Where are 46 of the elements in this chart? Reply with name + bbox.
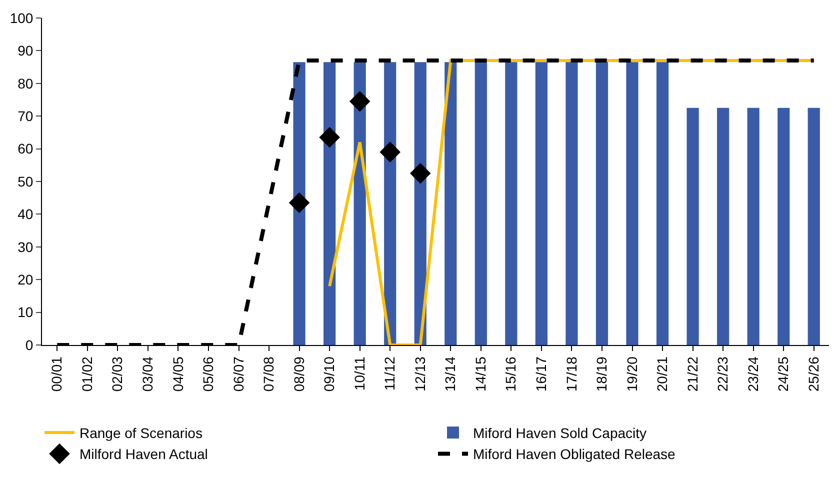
y-tick-label: 40 bbox=[18, 206, 34, 222]
x-tick-label: 15/16 bbox=[502, 356, 519, 392]
x-tick-label: 19/20 bbox=[624, 356, 640, 392]
x-tick-label: 16/17 bbox=[532, 356, 549, 392]
point bbox=[349, 90, 370, 112]
x-tick-label: 02/03 bbox=[109, 356, 126, 392]
y-tick-label: 100 bbox=[10, 10, 34, 26]
legend-label: Milford Haven Actual bbox=[80, 446, 208, 462]
x-tick-label: 08/09 bbox=[290, 356, 307, 392]
legend-label: Miford Haven Sold Capacity bbox=[473, 425, 647, 441]
x-tick-label: 25/26 bbox=[805, 356, 822, 392]
x-tick-label: 04/05 bbox=[170, 356, 186, 392]
y-tick-label: 30 bbox=[18, 238, 34, 255]
point bbox=[380, 142, 400, 162]
x-tick-label: 24/25 bbox=[775, 356, 792, 392]
point bbox=[288, 192, 310, 214]
x-tick-label: 00/01 bbox=[48, 356, 65, 392]
y-tick-label: 80 bbox=[18, 75, 34, 92]
x-tick-label: 01/02 bbox=[78, 356, 95, 392]
point bbox=[319, 126, 340, 148]
x-tick-label: 13/14 bbox=[442, 356, 458, 392]
x-tick-label: 06/07 bbox=[230, 356, 246, 392]
x-tick-label: 23/24 bbox=[744, 356, 761, 392]
x-tick-label: 14/15 bbox=[472, 356, 488, 392]
x-tick-label: 09/10 bbox=[321, 356, 338, 392]
y-tick-label: 70 bbox=[18, 108, 34, 124]
y-tick-label: 90 bbox=[18, 42, 34, 59]
x-tick-label: 18/19 bbox=[594, 356, 610, 392]
x-tick-label: 17/18 bbox=[563, 356, 580, 392]
y-tick-label: 10 bbox=[18, 304, 34, 320]
legend-label: Range of Scenarios bbox=[80, 425, 202, 441]
point bbox=[410, 162, 431, 184]
legend-label: Miford Haven Obligated Release bbox=[473, 446, 676, 462]
y-tick-label: 0 bbox=[25, 336, 34, 353]
x-tick-label: 10/11 bbox=[351, 356, 368, 391]
x-tick-label: 11/12 bbox=[382, 356, 398, 391]
x-tick-label: 20/21 bbox=[654, 356, 670, 392]
x-tick-label: 21/22 bbox=[684, 356, 700, 392]
y-tick-label: 60 bbox=[18, 140, 34, 157]
x-tick-label: 07/08 bbox=[260, 356, 277, 392]
x-tick-label: 12/13 bbox=[412, 356, 428, 392]
y-tick-label: 20 bbox=[18, 272, 34, 288]
x-tick-label: 03/04 bbox=[139, 356, 156, 392]
x-tick-label: 05/06 bbox=[200, 356, 216, 392]
x-tick-label: 22/23 bbox=[714, 356, 731, 392]
y-tick-label: 50 bbox=[18, 173, 34, 190]
